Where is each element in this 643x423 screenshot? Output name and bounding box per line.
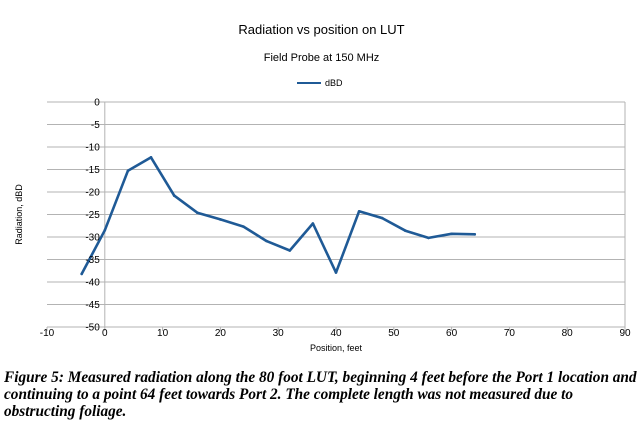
series-line: [80, 156, 477, 276]
y-tick-label: -5: [91, 120, 100, 131]
x-tick-label: 80: [562, 328, 574, 339]
x-tick-label: 30: [273, 328, 285, 339]
chart-subtitle: Field Probe at 150 MHz: [263, 52, 380, 64]
data-point: [149, 156, 153, 159]
legend-label: dBD: [325, 78, 343, 88]
data-point: [473, 233, 477, 236]
x-tick-label: -10: [40, 328, 55, 339]
y-tick-label: -20: [85, 188, 100, 199]
figure-caption: Figure 5: Measured radiation along the 8…: [4, 369, 637, 420]
data-point: [80, 272, 83, 276]
x-tick-label: 50: [388, 328, 400, 339]
data-point: [450, 232, 453, 236]
legend: dBD: [297, 76, 343, 90]
data-point: [103, 228, 107, 232]
chart-title: Radiation vs position on LUT: [238, 22, 405, 37]
data-point: [288, 249, 292, 252]
x-tick-label: 60: [446, 328, 458, 339]
data-point: [242, 225, 245, 228]
y-tick-label: -15: [85, 165, 100, 176]
y-axis-title: Radiation, dBD: [14, 184, 24, 245]
y-tick-label: 0: [94, 98, 100, 109]
chart-plot: -10 0 10 20 30 40 50 60 70 80 90 0 -5 -10 -15 -20 -25 -30…: [14, 98, 631, 354]
x-tick-label: 90: [619, 328, 631, 339]
y-tick-label: -40: [85, 278, 100, 289]
y-tick-label: -35: [85, 255, 100, 266]
data-point: [265, 239, 268, 243]
y-tick-label: -25: [85, 210, 100, 221]
data-point: [334, 271, 338, 274]
data-point: [311, 222, 315, 225]
y-tick-label: -30: [85, 233, 100, 244]
x-tick-label: 10: [157, 328, 169, 339]
data-point: [380, 216, 384, 220]
data-point: [172, 194, 176, 197]
data-point: [357, 210, 361, 213]
y-tick-label: -50: [85, 323, 100, 334]
data-point: [126, 169, 130, 173]
data-point: [404, 229, 407, 232]
x-tick-label: 40: [330, 328, 342, 339]
data-point: [219, 218, 222, 221]
x-axis-title: Position, feet: [310, 343, 363, 353]
legend-swatch: [297, 81, 321, 85]
x-tick-label: 0: [102, 328, 108, 339]
x-tick-label: 70: [504, 328, 516, 339]
data-point: [427, 236, 430, 240]
x-tick-label: 20: [215, 328, 227, 339]
y-tick-label: -10: [85, 143, 100, 154]
y-tick-label: -45: [85, 300, 100, 311]
data-point: [195, 211, 199, 214]
